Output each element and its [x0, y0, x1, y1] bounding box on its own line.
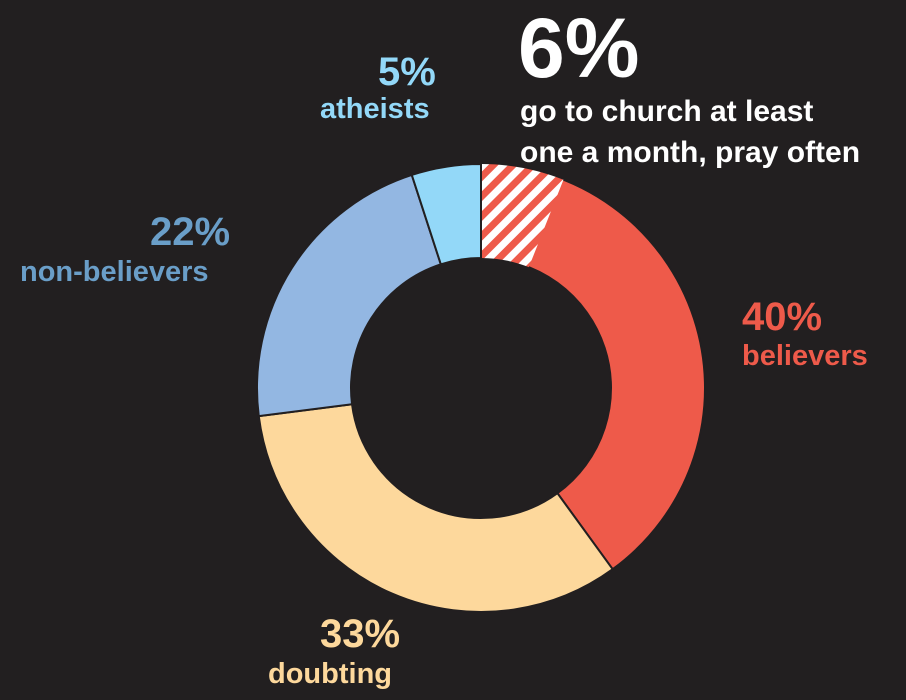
doubting-percent-label: 33% — [320, 612, 401, 656]
highlight-percent-label: 6% — [518, 1, 640, 95]
non-believers-percent-label: 22% — [150, 210, 231, 254]
slice-highlight-hatched — [481, 164, 564, 268]
highlight-note-text: go to church at least one a month, pray … — [520, 92, 860, 173]
atheists-percent-label: 5% — [378, 50, 436, 94]
slice-believers — [480, 162, 706, 571]
highlight-note-line-2: one a month, pray often — [520, 135, 861, 169]
slice-atheists — [410, 162, 482, 266]
highlight-note-line-1: go to church at least — [520, 95, 814, 128]
believers-percent-label: 40% — [742, 295, 823, 339]
slice-non-believers — [256, 173, 443, 418]
slice-doubting — [257, 403, 615, 613]
atheists-category-label: atheists — [320, 93, 430, 125]
doubting-category-label: doubting — [268, 658, 393, 690]
non-believers-category-label: non-believers — [20, 256, 209, 288]
believers-category-label: believers — [742, 340, 868, 372]
